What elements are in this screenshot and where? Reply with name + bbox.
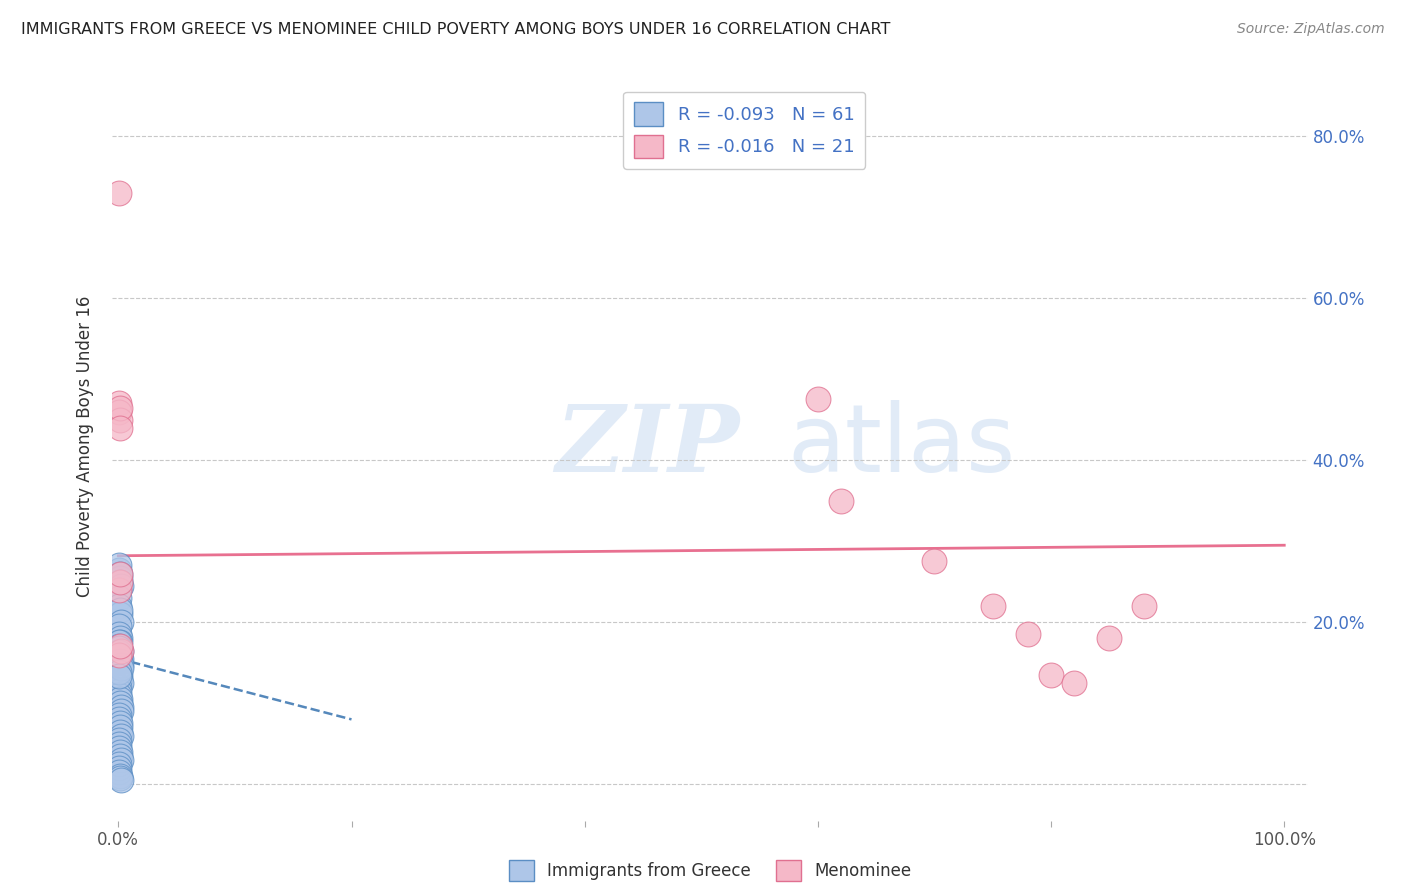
Point <box>110 658 132 673</box>
Legend: Immigrants from Greece, Menominee: Immigrants from Greece, Menominee <box>502 854 918 888</box>
Point <box>110 748 132 763</box>
Point <box>108 716 131 731</box>
Point <box>108 562 131 576</box>
Point <box>108 712 131 726</box>
Point <box>107 656 129 670</box>
Point <box>108 412 131 426</box>
Point <box>108 664 131 678</box>
Point <box>108 558 131 573</box>
Point <box>1063 676 1085 690</box>
Point <box>108 740 131 755</box>
Point <box>107 756 129 771</box>
Point <box>108 632 131 646</box>
Point <box>108 582 131 597</box>
Point <box>108 566 131 581</box>
Point <box>108 648 131 662</box>
Point <box>108 761 131 775</box>
Point <box>108 574 131 589</box>
Point <box>108 659 131 673</box>
Point <box>108 771 131 785</box>
Point <box>110 753 132 767</box>
Point <box>110 724 132 739</box>
Point <box>108 619 131 633</box>
Point <box>110 643 132 657</box>
Point <box>108 765 131 780</box>
Point <box>110 579 132 593</box>
Point <box>108 401 131 415</box>
Point <box>107 732 129 747</box>
Point <box>110 643 132 657</box>
Point <box>108 627 131 641</box>
Point <box>108 582 131 597</box>
Point <box>108 668 131 682</box>
Point <box>108 591 131 605</box>
Point <box>108 641 131 656</box>
Point <box>108 566 131 581</box>
Point <box>108 708 131 723</box>
Point <box>108 599 131 613</box>
Point <box>108 404 131 418</box>
Point <box>1098 632 1121 646</box>
Point <box>807 392 830 407</box>
Point <box>108 635 131 649</box>
Point <box>108 665 131 680</box>
Text: atlas: atlas <box>787 400 1017 492</box>
Point <box>108 654 131 668</box>
Point <box>108 669 131 683</box>
Point <box>108 640 131 654</box>
Text: ZIP: ZIP <box>554 401 740 491</box>
Point <box>1017 627 1039 641</box>
Point <box>110 676 132 690</box>
Text: IMMIGRANTS FROM GREECE VS MENOMINEE CHILD POVERTY AMONG BOYS UNDER 16 CORRELATIO: IMMIGRANTS FROM GREECE VS MENOMINEE CHIL… <box>21 22 890 37</box>
Point <box>110 672 132 686</box>
Point <box>110 729 132 743</box>
Point <box>108 649 131 664</box>
Y-axis label: Child Poverty Among Boys Under 16: Child Poverty Among Boys Under 16 <box>76 295 94 597</box>
Point <box>108 688 131 702</box>
Point <box>108 721 131 735</box>
Point <box>108 571 131 585</box>
Point <box>110 651 132 665</box>
Point <box>108 745 131 759</box>
Point <box>110 421 132 435</box>
Point <box>108 648 131 662</box>
Point <box>830 493 852 508</box>
Point <box>981 599 1004 613</box>
Point <box>108 684 131 698</box>
Point <box>108 186 131 200</box>
Point <box>110 603 132 617</box>
Point <box>924 554 946 568</box>
Point <box>108 769 131 783</box>
Point <box>108 737 131 751</box>
Point <box>1040 668 1063 682</box>
Point <box>107 635 129 649</box>
Point <box>108 645 131 659</box>
Point <box>108 396 131 410</box>
Text: Source: ZipAtlas.com: Source: ZipAtlas.com <box>1237 22 1385 37</box>
Point <box>110 615 132 630</box>
Point <box>110 661 132 675</box>
Point <box>108 692 131 706</box>
Point <box>110 773 132 788</box>
Point <box>110 700 132 714</box>
Point <box>110 574 132 589</box>
Point <box>107 680 129 694</box>
Point <box>107 640 129 654</box>
Point <box>108 696 131 710</box>
Point <box>1133 599 1156 613</box>
Point <box>108 607 131 621</box>
Point <box>108 651 131 665</box>
Point <box>110 704 132 718</box>
